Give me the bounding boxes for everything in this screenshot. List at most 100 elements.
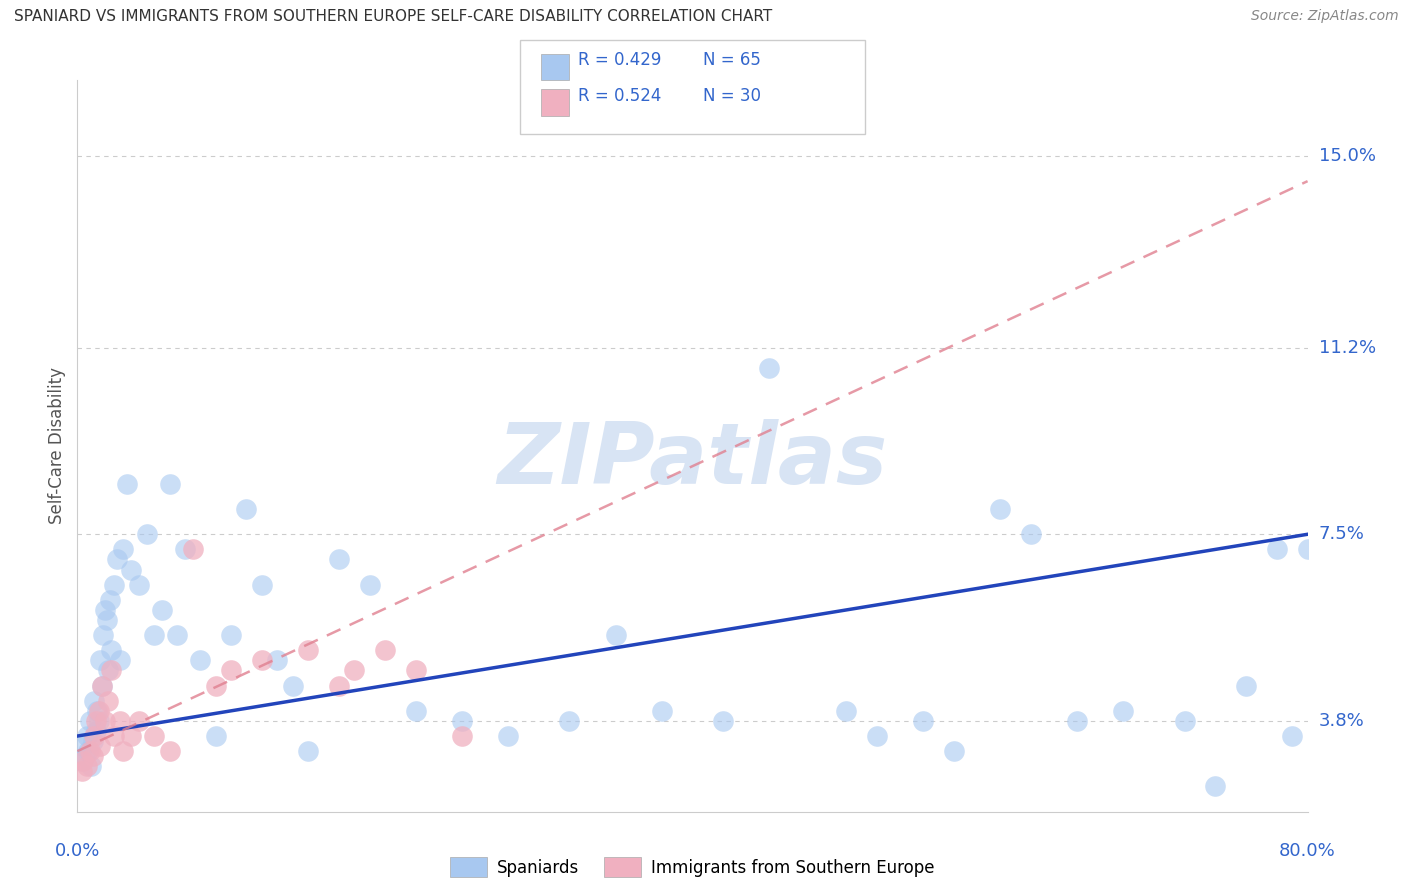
- Point: [866, 729, 889, 743]
- Point: [103, 729, 125, 743]
- Point: [297, 744, 319, 758]
- Point: [166, 628, 188, 642]
- Point: [450, 729, 472, 743]
- Point: [72, 754, 94, 768]
- Point: [250, 653, 273, 667]
- Point: [297, 643, 319, 657]
- Point: [450, 714, 472, 728]
- Point: [496, 729, 519, 743]
- Point: [115, 476, 138, 491]
- Point: [82, 734, 104, 748]
- Point: [174, 542, 197, 557]
- Point: [758, 360, 780, 375]
- Point: [87, 704, 110, 718]
- Text: N = 30: N = 30: [703, 87, 761, 104]
- Point: [988, 502, 1011, 516]
- Point: [120, 563, 142, 577]
- Point: [120, 729, 142, 743]
- Point: [1066, 714, 1088, 728]
- Point: [405, 664, 427, 678]
- Point: [374, 643, 396, 657]
- Point: [359, 578, 381, 592]
- Point: [83, 729, 105, 743]
- Point: [84, 724, 107, 739]
- Point: [103, 578, 125, 592]
- Y-axis label: Self-Care Disability: Self-Care Disability: [48, 368, 66, 524]
- Point: [204, 729, 226, 743]
- Point: [89, 653, 111, 667]
- Text: ZIPatlas: ZIPatlas: [498, 419, 887, 502]
- Point: [128, 714, 150, 728]
- Point: [76, 729, 98, 743]
- Point: [70, 754, 93, 768]
- Point: [100, 664, 122, 678]
- Point: [143, 729, 166, 743]
- Point: [912, 714, 935, 728]
- Point: [143, 628, 166, 642]
- Text: R = 0.524: R = 0.524: [578, 87, 661, 104]
- Point: [181, 542, 204, 557]
- Point: [87, 714, 110, 728]
- Point: [711, 714, 734, 728]
- Point: [219, 664, 242, 678]
- Point: [1174, 714, 1197, 728]
- Point: [250, 578, 273, 592]
- Point: [83, 694, 105, 708]
- Point: [1234, 679, 1257, 693]
- Point: [72, 739, 94, 753]
- Point: [1281, 729, 1303, 743]
- Point: [266, 653, 288, 667]
- Text: R = 0.429: R = 0.429: [578, 51, 661, 69]
- Text: 80.0%: 80.0%: [1279, 842, 1336, 860]
- Point: [97, 664, 120, 678]
- Point: [97, 694, 120, 708]
- Point: [112, 542, 135, 557]
- Point: [79, 714, 101, 728]
- Legend: Spaniards, Immigrants from Southern Europe: Spaniards, Immigrants from Southern Euro…: [444, 850, 941, 884]
- Text: 11.2%: 11.2%: [1319, 339, 1376, 357]
- Point: [835, 704, 858, 718]
- Point: [1265, 542, 1288, 557]
- Point: [86, 704, 108, 718]
- Point: [159, 476, 181, 491]
- Point: [150, 603, 173, 617]
- Point: [90, 679, 114, 693]
- Point: [188, 653, 212, 667]
- Point: [110, 714, 132, 728]
- Point: [84, 714, 107, 728]
- Point: [328, 679, 350, 693]
- Point: [100, 643, 122, 657]
- Text: 3.8%: 3.8%: [1319, 712, 1364, 730]
- Point: [90, 679, 114, 693]
- Point: [77, 744, 100, 758]
- Text: SPANIARD VS IMMIGRANTS FROM SOUTHERN EUROPE SELF-CARE DISABILITY CORRELATION CHA: SPANIARD VS IMMIGRANTS FROM SOUTHERN EUR…: [14, 9, 772, 24]
- Point: [73, 749, 96, 764]
- Point: [128, 578, 150, 592]
- Text: 15.0%: 15.0%: [1319, 147, 1375, 165]
- Point: [235, 502, 257, 516]
- Text: Source: ZipAtlas.com: Source: ZipAtlas.com: [1251, 9, 1399, 23]
- Point: [110, 653, 132, 667]
- Point: [605, 628, 627, 642]
- Point: [80, 759, 103, 773]
- Point: [89, 739, 111, 753]
- Point: [159, 744, 181, 758]
- Point: [1112, 704, 1135, 718]
- Point: [94, 714, 117, 728]
- Point: [343, 664, 366, 678]
- Point: [98, 592, 121, 607]
- Point: [70, 764, 93, 779]
- Point: [1204, 780, 1226, 794]
- Point: [79, 744, 101, 758]
- Point: [82, 749, 104, 764]
- Point: [135, 527, 157, 541]
- Point: [112, 744, 135, 758]
- Point: [94, 603, 117, 617]
- Point: [328, 552, 350, 566]
- Text: 7.5%: 7.5%: [1319, 525, 1365, 543]
- Point: [1296, 542, 1319, 557]
- Point: [1019, 527, 1042, 541]
- Point: [651, 704, 673, 718]
- Point: [942, 744, 965, 758]
- Point: [219, 628, 242, 642]
